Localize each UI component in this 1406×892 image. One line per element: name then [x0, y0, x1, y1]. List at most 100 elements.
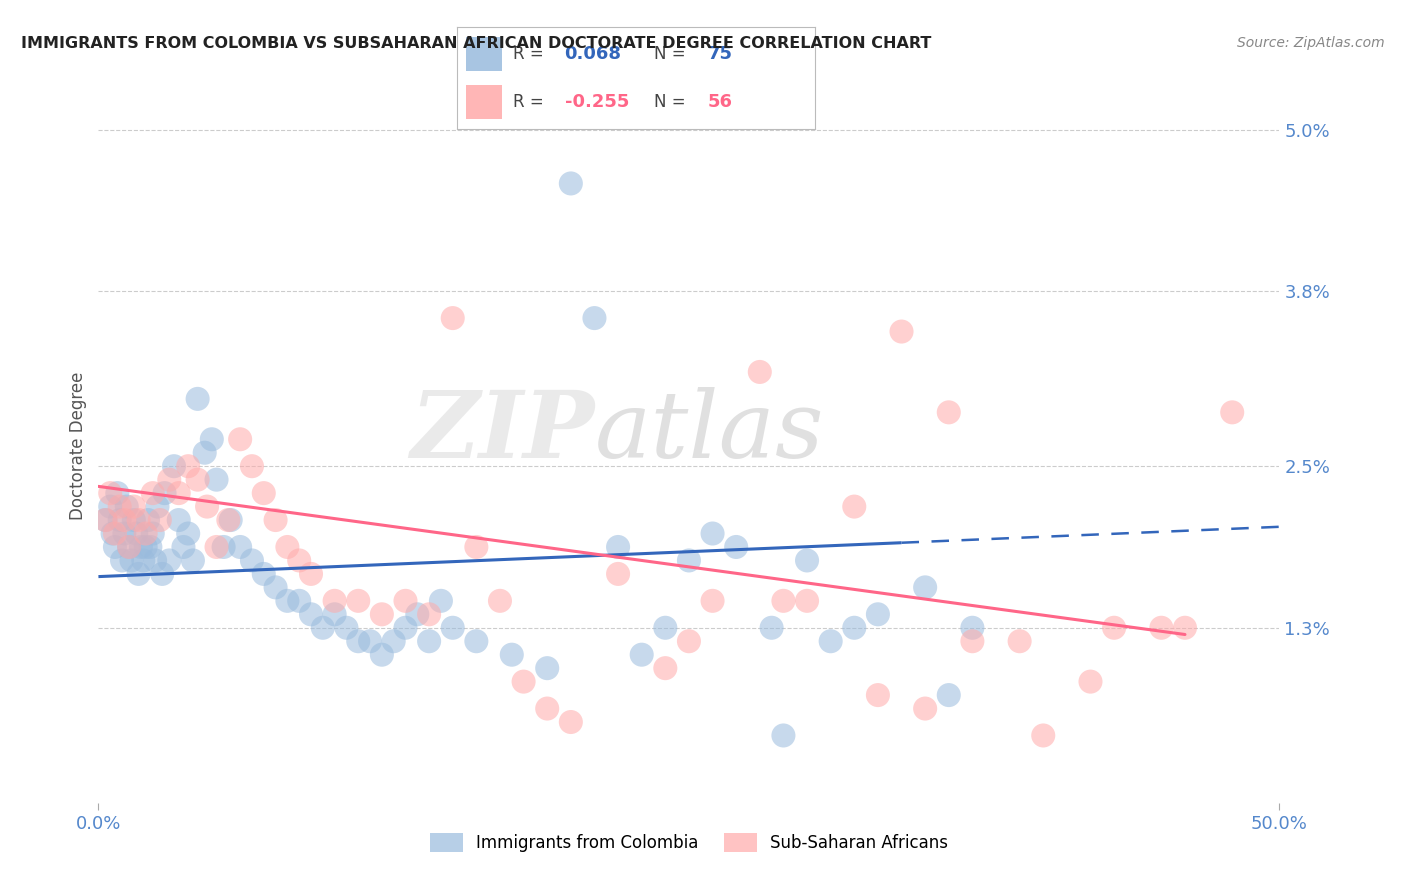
Point: [1080, 674, 1102, 689]
Point: [139, 540, 162, 554]
Point: [240, 459, 263, 474]
Point: [264, 580, 287, 594]
Point: [157, 473, 180, 487]
Point: [430, 594, 453, 608]
Point: [253, 566, 276, 581]
Point: [118, 540, 141, 554]
Point: [489, 594, 512, 608]
Point: [678, 634, 700, 648]
Point: [630, 648, 652, 662]
Point: [288, 594, 311, 608]
Point: [167, 513, 190, 527]
Point: [299, 607, 322, 622]
Point: [335, 621, 357, 635]
Point: [323, 594, 346, 608]
Point: [890, 325, 912, 339]
Point: [194, 446, 217, 460]
Point: [94, 513, 117, 527]
Text: N =: N =: [654, 45, 690, 63]
Point: [121, 553, 143, 567]
Point: [157, 553, 180, 567]
Text: ZIP: ZIP: [411, 387, 595, 476]
Text: R =: R =: [513, 45, 548, 63]
Point: [98, 500, 121, 514]
Point: [796, 594, 818, 608]
Point: [135, 540, 157, 554]
Point: [253, 486, 276, 500]
Point: [312, 621, 335, 635]
Point: [108, 513, 131, 527]
Point: [129, 540, 152, 554]
Point: [205, 473, 228, 487]
Point: [1150, 621, 1173, 635]
Text: atlas: atlas: [595, 387, 824, 476]
Point: [866, 688, 889, 702]
Point: [177, 526, 200, 541]
Point: [1008, 634, 1031, 648]
Point: [866, 607, 889, 622]
Point: [418, 634, 440, 648]
Point: [299, 566, 322, 581]
Point: [128, 513, 150, 527]
Point: [702, 526, 724, 541]
Point: [146, 500, 169, 514]
Point: [153, 486, 176, 500]
Point: [132, 553, 155, 567]
Point: [128, 566, 150, 581]
Point: [115, 500, 138, 514]
Point: [111, 553, 134, 567]
Point: [264, 513, 287, 527]
Point: [748, 365, 770, 379]
Point: [149, 513, 172, 527]
Point: [112, 526, 135, 541]
Point: [1220, 405, 1243, 419]
Point: [962, 634, 984, 648]
Y-axis label: Doctorate Degree: Doctorate Degree: [69, 372, 87, 520]
Point: [94, 513, 117, 527]
Point: [172, 540, 194, 554]
Point: [98, 486, 121, 500]
Text: -0.255: -0.255: [565, 93, 628, 112]
Point: [347, 594, 370, 608]
Point: [844, 500, 866, 514]
Point: [143, 553, 166, 567]
Point: [187, 392, 209, 406]
Point: [229, 540, 252, 554]
Point: [371, 648, 394, 662]
Text: Source: ZipAtlas.com: Source: ZipAtlas.com: [1237, 36, 1385, 50]
Point: [1174, 621, 1197, 635]
Point: [136, 513, 159, 527]
Point: [150, 566, 173, 581]
Point: [240, 553, 263, 567]
Point: [654, 661, 676, 675]
Point: [122, 500, 145, 514]
Point: [142, 526, 165, 541]
Point: [512, 674, 534, 689]
Point: [163, 459, 186, 474]
Point: [772, 729, 794, 743]
Point: [583, 311, 606, 326]
Point: [212, 540, 235, 554]
Point: [101, 526, 124, 541]
Point: [394, 594, 416, 608]
Point: [560, 714, 582, 729]
Point: [536, 661, 558, 675]
Point: [406, 607, 429, 622]
Point: [122, 513, 145, 527]
Point: [938, 405, 960, 419]
Text: 0.068: 0.068: [565, 45, 621, 63]
Point: [820, 634, 842, 648]
Point: [104, 540, 127, 554]
Point: [914, 580, 936, 594]
Point: [465, 634, 488, 648]
Point: [465, 540, 488, 554]
Point: [1032, 729, 1054, 743]
Point: [201, 432, 224, 446]
Point: [276, 594, 298, 608]
Point: [187, 473, 209, 487]
Point: [678, 553, 700, 567]
Point: [607, 540, 630, 554]
Text: R =: R =: [513, 93, 548, 112]
Point: [195, 500, 218, 514]
Point: [441, 311, 464, 326]
